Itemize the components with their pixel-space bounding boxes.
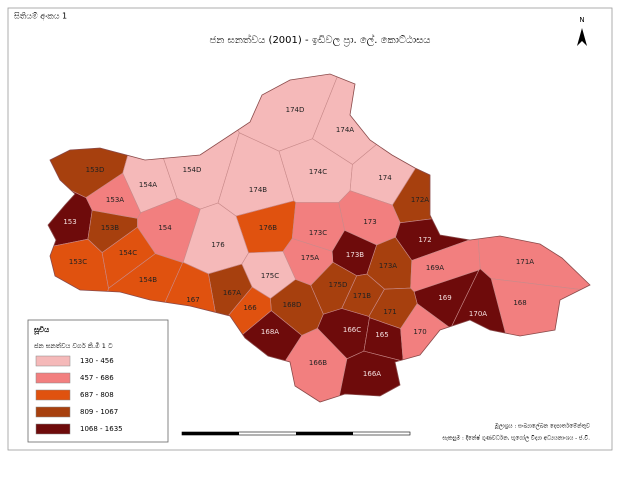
region-label: 168A [261, 328, 279, 336]
region-label: 174 [378, 174, 392, 182]
region-label: 166B [309, 359, 327, 367]
region-label: 153A [106, 196, 124, 204]
region-label: 171A [516, 258, 534, 266]
region-label: 153 [63, 218, 76, 226]
region [334, 350, 456, 402]
region-label: 173 [363, 218, 376, 226]
region-label: 173C [309, 229, 327, 237]
region-label: 170A [469, 310, 487, 318]
region-label: 168D [283, 301, 302, 309]
region-label: 169A [426, 264, 444, 272]
region-label: 170 [413, 328, 426, 336]
scale-bar-seg [182, 432, 239, 435]
legend: සූචිය ජන ඝනත්වය වර්ග කි.මී 1 ට 130 - 456… [27, 319, 169, 443]
region-label: 165 [375, 331, 388, 339]
region [312, 74, 479, 165]
region-label: 172A [411, 196, 429, 204]
region-label: 167A [223, 289, 241, 297]
region-label: 172 [418, 236, 431, 244]
legend-label: 809 - 1067 [80, 408, 118, 416]
region [477, 74, 590, 294]
region-label: 174B [249, 186, 267, 194]
scale-bar [181, 431, 411, 436]
legend-swatch [35, 423, 71, 435]
region-label: 153C [69, 258, 87, 266]
map-outline [47, 73, 591, 403]
region-label: 174D [286, 106, 305, 114]
legend-subtitle: ජන ඝනත්වය වර්ග කි.මී 1 ට [34, 342, 113, 350]
legend-label: 687 - 808 [80, 391, 114, 399]
north-arrow: N [577, 16, 587, 46]
region-label: 173B [346, 251, 364, 259]
legend-swatch [35, 406, 71, 418]
region-label: 169 [438, 294, 451, 302]
region-label: 154A [139, 181, 157, 189]
region-label: 175D [329, 281, 348, 289]
region-label: 154C [119, 249, 137, 257]
legend-swatch [35, 389, 71, 401]
region-label: 154B [139, 276, 157, 284]
region-label: 173A [379, 262, 397, 270]
region-label: 166 [243, 304, 257, 312]
legend-label: 457 - 686 [80, 374, 114, 382]
figure-label: සිතියම් අංකය 1 [14, 12, 67, 22]
region-label: 153B [101, 224, 119, 232]
credit-line: සැකසුම : දිනේෂ් ගුණවර්ධන, භූගෝල විද්‍යා … [442, 434, 590, 442]
region-label: 176B [259, 224, 277, 232]
legend-title: සූචිය [34, 326, 49, 335]
region-label: 175C [261, 272, 279, 280]
region [490, 278, 590, 402]
region-label: 154 [158, 224, 172, 232]
legend-label: 1068 - 1635 [80, 425, 123, 433]
legend-items: 130 - 456 457 - 686 687 - 808 809 - 1067 106… [35, 355, 123, 435]
map-title: ජන ඝනත්වය (2001) - ඉඩිවල ප්‍රා. ලේ. කොට්… [209, 33, 430, 46]
region-label: 167 [186, 296, 199, 304]
region-label: 153D [86, 166, 105, 174]
region-label: 154D [183, 166, 202, 174]
credit-line: මූලාශ්‍රය : සංඛ්‍යාලේඛන දෙපාර්තමේන්තුව [495, 422, 590, 430]
region-label: 171 [383, 308, 396, 316]
north-label: N [579, 16, 584, 24]
north-arrow-shape [577, 28, 587, 46]
region-labels: 174D 174A 153D 154A 154D 174B 174C 174 153A 172A 1… [63, 106, 534, 378]
scale-bar-seg [296, 432, 353, 435]
region-label: 175A [301, 254, 319, 262]
legend-swatch [35, 372, 71, 384]
legend-swatch [35, 355, 71, 367]
region-label: 174C [309, 168, 327, 176]
region-label: 174A [336, 126, 354, 134]
legend-label: 130 - 456 [80, 357, 114, 365]
region-label: 176 [211, 241, 225, 249]
frame [7, 7, 613, 451]
region-label: 171B [353, 292, 371, 300]
region-label: 166A [363, 370, 381, 378]
region-label: 166C [343, 326, 361, 334]
region-label: 168 [513, 299, 526, 307]
